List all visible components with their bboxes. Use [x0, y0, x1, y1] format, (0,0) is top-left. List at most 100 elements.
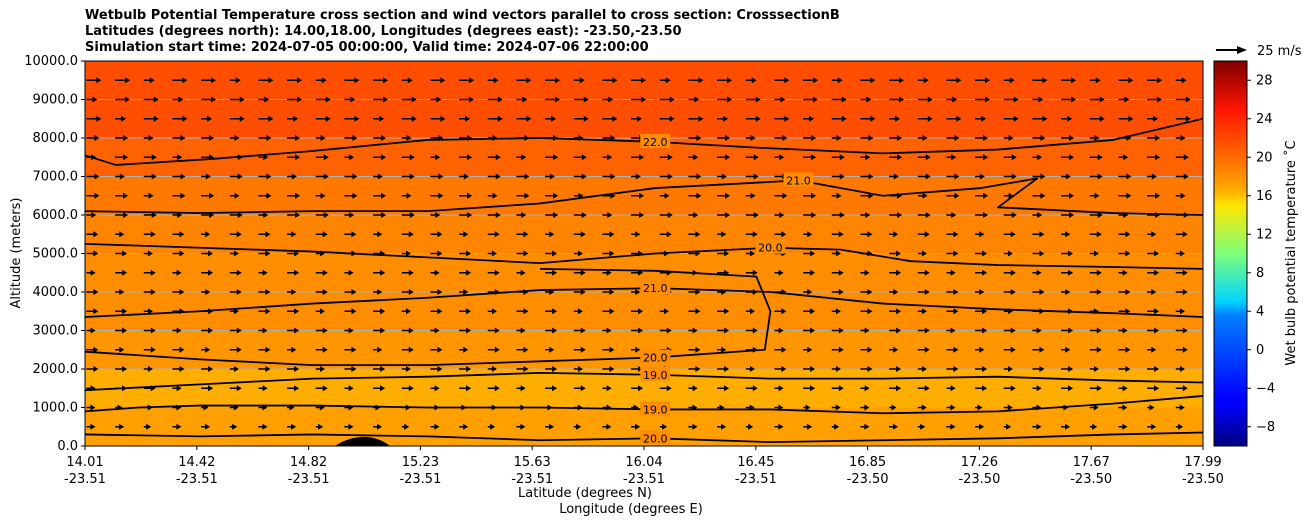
wind-vector: [946, 173, 960, 180]
contour-1: [85, 177, 1203, 216]
wind-vector: [229, 269, 242, 276]
wind-vector: [430, 423, 440, 430]
wind-vector: [172, 346, 185, 353]
wind-vector: [487, 327, 500, 334]
wind-vector: [373, 135, 387, 141]
wind-vector: [258, 308, 271, 315]
wind-vector: [315, 346, 328, 353]
wind-vector: [459, 289, 469, 295]
wind-vector: [1118, 231, 1131, 238]
chart-title-line-3: Simulation start time: 2024-07-05 00:00:…: [85, 40, 649, 55]
wind-vector: [229, 346, 242, 353]
x-tick-label-lon: -23.51: [288, 472, 330, 487]
wind-vector: [631, 385, 644, 392]
wind-vector: [201, 96, 217, 103]
wind-vector: [659, 231, 672, 238]
contour-label-bg: [640, 133, 671, 148]
wind-vector: [459, 173, 469, 180]
wind-vector: [315, 269, 328, 276]
wind-vector: [1089, 423, 1098, 430]
wind-vector: [172, 423, 182, 430]
wind-vector: [229, 96, 245, 103]
wind-vector: [516, 231, 529, 238]
wind-vector: [745, 115, 761, 122]
wind-vector: [573, 231, 586, 238]
wind-vector: [315, 327, 328, 334]
wind-vector: [975, 346, 985, 353]
wind-vector: [344, 135, 358, 141]
wind-vector: [860, 308, 873, 315]
wind-vector: [143, 135, 154, 141]
wind-vector: [172, 96, 184, 103]
wind-vector: [258, 346, 271, 353]
wind-vector: [946, 250, 959, 257]
wind-vector: [86, 135, 100, 141]
wind-vector: [745, 154, 759, 161]
wind-vector: [459, 269, 472, 276]
wind-vector: [487, 385, 500, 392]
wind-vector: [1032, 135, 1046, 141]
wind-vector: [516, 423, 526, 430]
wind-vector: [1089, 154, 1103, 161]
wind-vector: [745, 135, 756, 141]
wind-vector: [430, 173, 444, 180]
wind-vector: [573, 192, 584, 199]
wind-vector: [659, 96, 675, 103]
wind-vector: [172, 115, 188, 122]
wind-vector: [688, 77, 704, 84]
wind-vector: [573, 308, 583, 315]
wind-vector: [143, 308, 153, 315]
wind-vector: [831, 135, 842, 141]
wind-vector: [487, 346, 500, 353]
contour-label: 19.0: [643, 369, 668, 382]
wind-vector: [229, 231, 242, 238]
contour-label-bg: [640, 401, 671, 416]
wind-vector: [115, 212, 129, 218]
wind-vector: [258, 231, 271, 238]
wind-vector: [975, 212, 989, 218]
wind-vector: [401, 212, 415, 218]
wind-vector: [487, 308, 497, 315]
wind-vector: [774, 135, 788, 141]
wind-vector: [1118, 327, 1128, 334]
wind-vector: [774, 269, 784, 276]
y-tick-label: 5000.0: [33, 247, 79, 262]
wind-vector: [287, 231, 297, 238]
wind-vector: [688, 404, 698, 411]
wind-vector: [545, 289, 555, 295]
wind-vector: [545, 250, 558, 257]
wind-vector: [1147, 231, 1157, 238]
wind-vector: [86, 327, 96, 334]
wind-vector: [430, 385, 440, 392]
wind-vector: [287, 308, 300, 315]
wind-vector: [487, 212, 501, 218]
wind-vector: [889, 173, 899, 180]
wind-vector: [172, 231, 185, 238]
wind-vector: [287, 96, 303, 103]
wind-vector: [401, 250, 411, 257]
wind-vector: [889, 135, 903, 141]
wind-vector: [143, 173, 157, 180]
wind-vector: [688, 366, 701, 372]
wind-vector: [889, 346, 899, 353]
wind-vector: [1032, 231, 1045, 238]
wind-vector: [1003, 192, 1014, 199]
wind-vector: [1061, 346, 1071, 353]
wind-vector: [201, 385, 214, 392]
wind-vector: [258, 404, 268, 411]
wind-vector: [115, 250, 128, 257]
wind-vector: [516, 173, 530, 180]
wind-vector: [860, 77, 876, 84]
wind-vector: [688, 423, 698, 430]
wind-vector: [688, 231, 701, 238]
colorbar-tick-label: −4: [1256, 381, 1275, 396]
wind-vector: [430, 212, 441, 218]
wind-vector: [975, 385, 988, 392]
wind-vector: [831, 269, 844, 276]
wind-vector: [516, 212, 527, 218]
wind-vector: [688, 327, 698, 334]
wind-vector: [1003, 173, 1017, 180]
wind-vector: [602, 269, 612, 276]
wind-vector: [86, 385, 96, 392]
wind-vector: [545, 115, 557, 122]
